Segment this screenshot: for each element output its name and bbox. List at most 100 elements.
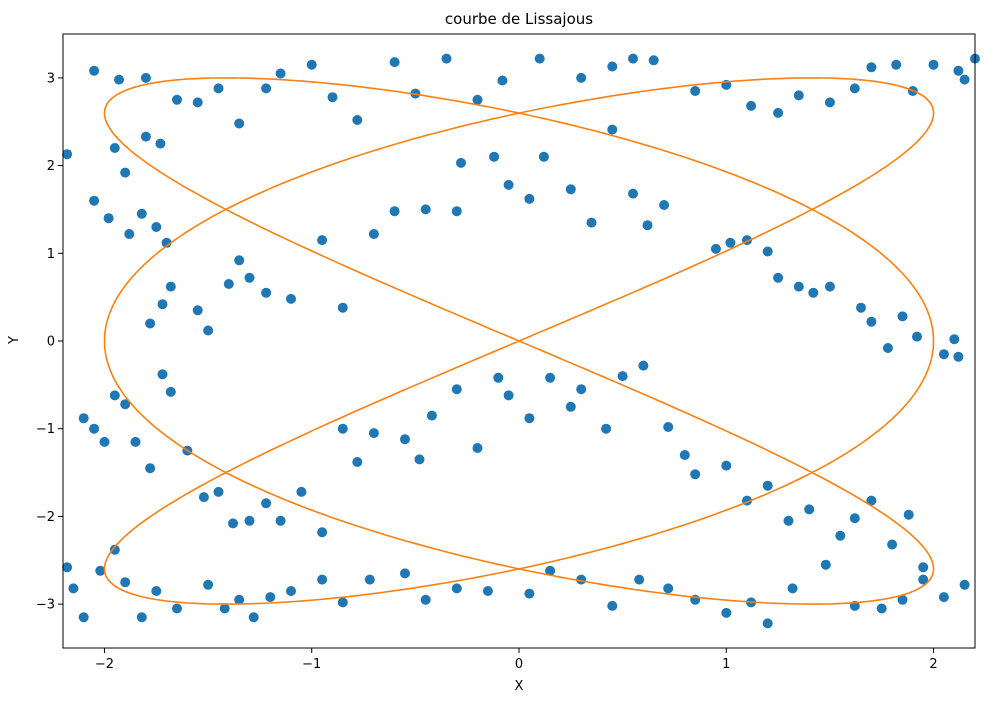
scatter-point bbox=[62, 562, 73, 573]
scatter-point bbox=[157, 299, 168, 310]
scatter-point bbox=[99, 436, 110, 447]
x-tick-label: 1 bbox=[722, 657, 730, 672]
scatter-point bbox=[161, 237, 172, 248]
scatter-point bbox=[68, 583, 79, 594]
scatter-point bbox=[876, 603, 887, 614]
scatter-point bbox=[248, 612, 259, 623]
scatter-point bbox=[400, 434, 410, 445]
scatter-point bbox=[109, 143, 120, 153]
scatter-point bbox=[503, 179, 514, 190]
scatter-point bbox=[628, 53, 638, 64]
scatter-point bbox=[296, 486, 307, 497]
scatter-point bbox=[824, 97, 835, 108]
scatter-point bbox=[109, 544, 120, 555]
scatter-point bbox=[545, 372, 556, 383]
scatter-point bbox=[866, 62, 877, 73]
scatter-point bbox=[497, 75, 508, 86]
scatter-point bbox=[456, 157, 466, 168]
y-axis-label: Y bbox=[7, 336, 22, 345]
scatter-point bbox=[451, 384, 462, 395]
scatter-point bbox=[721, 607, 732, 618]
axis-ticks: −2 −1 0 1 2 −3 −2 −1 0 1 2 3 bbox=[36, 71, 938, 672]
scatter-point bbox=[317, 574, 328, 585]
scatter-point bbox=[103, 213, 114, 224]
y-tick-label: 2 bbox=[47, 159, 55, 174]
scatter-point bbox=[642, 220, 653, 231]
scatter-point bbox=[959, 579, 970, 590]
scatter-point bbox=[172, 94, 182, 105]
scatter-point bbox=[959, 74, 970, 85]
scatter-point bbox=[261, 287, 272, 298]
plot-frame bbox=[62, 33, 976, 649]
scatter-point bbox=[538, 151, 549, 162]
scatter-point bbox=[586, 217, 597, 228]
scatter-point bbox=[725, 237, 736, 248]
scatter-point bbox=[420, 204, 431, 215]
scatter-point bbox=[524, 193, 535, 204]
scatter-point bbox=[114, 74, 124, 85]
scatter-point bbox=[820, 559, 831, 570]
scatter-point bbox=[337, 302, 348, 313]
scatter-point bbox=[918, 562, 929, 573]
scatter-point bbox=[352, 457, 363, 467]
scatter-point bbox=[198, 492, 209, 503]
scatter-point bbox=[414, 454, 425, 465]
scatter-point bbox=[472, 94, 483, 105]
scatter-point bbox=[773, 272, 784, 283]
scatter-point bbox=[203, 325, 214, 336]
scatter-point bbox=[690, 469, 701, 480]
x-tick-label: 0 bbox=[515, 657, 523, 672]
scatter-point bbox=[89, 195, 100, 206]
scatter-point bbox=[234, 255, 245, 266]
scatter-point bbox=[607, 124, 618, 135]
scatter-point bbox=[617, 371, 628, 382]
y-tick-label: −1 bbox=[36, 422, 55, 437]
scatter-point bbox=[441, 53, 452, 64]
scatter-series bbox=[62, 53, 980, 629]
scatter-point bbox=[451, 206, 462, 217]
scatter-point bbox=[337, 597, 348, 608]
scatter-point bbox=[679, 450, 690, 460]
scatter-point bbox=[327, 92, 338, 103]
scatter-point bbox=[389, 57, 400, 68]
scatter-point bbox=[165, 386, 176, 397]
scatter-point bbox=[659, 200, 670, 210]
scatter-point bbox=[628, 188, 638, 199]
scatter-point bbox=[317, 235, 328, 246]
y-tick-label: 0 bbox=[47, 335, 55, 350]
scatter-point bbox=[275, 68, 286, 79]
scatter-point bbox=[793, 90, 804, 101]
scatter-point bbox=[275, 515, 286, 526]
scatter-point bbox=[286, 586, 296, 596]
scatter-point bbox=[882, 343, 893, 353]
scatter-point bbox=[607, 600, 618, 611]
scatter-point bbox=[352, 115, 363, 125]
scatter-point bbox=[953, 65, 964, 76]
scatter-point bbox=[565, 184, 576, 195]
scatter-point bbox=[918, 574, 929, 585]
y-tick-label: −3 bbox=[36, 598, 55, 613]
scatter-point bbox=[690, 86, 701, 96]
scatter-point bbox=[762, 618, 773, 629]
scatter-point bbox=[151, 586, 162, 596]
scatter-point bbox=[145, 318, 156, 329]
curve-series bbox=[103, 77, 935, 605]
scatter-point bbox=[261, 83, 272, 94]
lissajous-curve bbox=[103, 77, 935, 605]
scatter-point bbox=[306, 59, 317, 70]
scatter-point bbox=[78, 413, 89, 424]
scatter-point bbox=[426, 410, 437, 421]
scatter-point bbox=[721, 460, 732, 471]
scatter-point bbox=[824, 281, 835, 292]
y-tick-label: 1 bbox=[47, 247, 55, 262]
scatter-point bbox=[95, 565, 106, 576]
scatter-point bbox=[938, 349, 949, 360]
scatter-point bbox=[601, 423, 612, 434]
scatter-point bbox=[866, 316, 877, 327]
scatter-point bbox=[482, 586, 493, 596]
scatter-point bbox=[576, 72, 587, 83]
scatter-point bbox=[203, 579, 214, 590]
scatter-point bbox=[109, 390, 120, 401]
